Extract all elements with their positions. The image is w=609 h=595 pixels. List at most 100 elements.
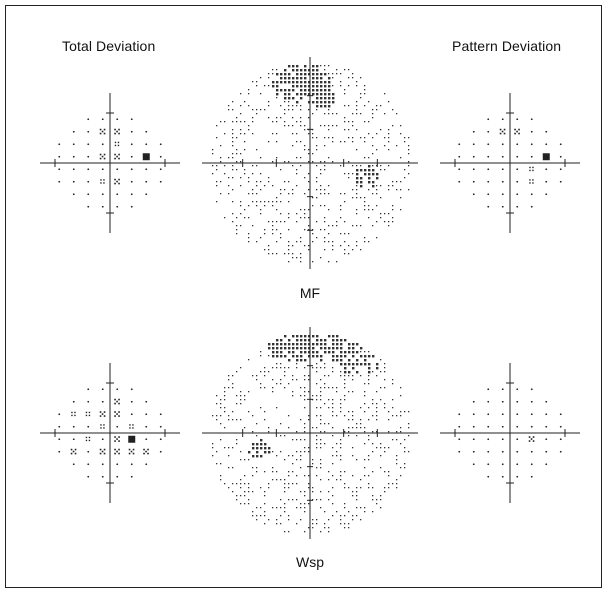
symbol-normal xyxy=(116,168,119,171)
symbol-normal xyxy=(530,450,533,453)
figure-frame xyxy=(5,5,602,588)
symbol-normal xyxy=(559,143,562,146)
symbol-normal xyxy=(116,463,119,466)
symbol-normal xyxy=(130,205,133,208)
symbol-normal xyxy=(87,450,90,453)
symbol-normal xyxy=(545,413,548,416)
symbol-normal xyxy=(116,425,119,428)
symbol-normal xyxy=(101,168,104,171)
symbol-normal xyxy=(87,118,90,121)
symbol-normal xyxy=(145,168,148,171)
pattern-deviation-wsp xyxy=(440,363,580,503)
symbol-normal xyxy=(516,413,519,416)
symbol-normal xyxy=(458,180,461,183)
caption-mf: MF xyxy=(299,285,321,301)
symbol-moderate xyxy=(85,436,91,442)
symbol-normal xyxy=(516,193,519,196)
symbol-normal xyxy=(72,130,75,133)
symbol-normal xyxy=(145,180,148,183)
symbol-normal xyxy=(87,168,90,171)
symbol-normal xyxy=(130,400,133,403)
symbol-normal xyxy=(145,463,148,466)
symbol-normal xyxy=(472,180,475,183)
symbol-normal xyxy=(130,463,133,466)
symbol-normal xyxy=(501,413,504,416)
symbol-normal xyxy=(101,118,104,121)
symbol-normal xyxy=(101,400,104,403)
symbol-normal xyxy=(487,438,490,441)
symbol-normal xyxy=(487,413,490,416)
symbol-normal xyxy=(458,168,461,171)
symbol-normal xyxy=(159,413,162,416)
total-deviation-wsp xyxy=(40,363,180,503)
symbol-normal xyxy=(72,193,75,196)
symbol-normal xyxy=(58,425,61,428)
symbol-normal xyxy=(487,425,490,428)
symbol-normal xyxy=(530,413,533,416)
symbol-normal xyxy=(145,413,148,416)
symbol-moderate xyxy=(85,411,91,417)
symbol-normal xyxy=(501,450,504,453)
symbol-normal xyxy=(472,413,475,416)
symbol-normal xyxy=(516,425,519,428)
symbol-normal xyxy=(530,475,533,478)
symbol-normal xyxy=(545,168,548,171)
symbol-normal xyxy=(516,143,519,146)
symbol-black xyxy=(142,153,150,161)
symbol-normal xyxy=(130,155,133,158)
symbol-strong xyxy=(114,436,120,442)
symbol-normal xyxy=(130,143,133,146)
symbol-moderate xyxy=(71,411,76,417)
symbol-normal xyxy=(501,143,504,146)
symbol-normal xyxy=(545,450,548,453)
symbol-normal xyxy=(559,438,562,441)
symbol-normal xyxy=(559,450,562,453)
symbol-normal xyxy=(159,450,162,453)
symbol-normal xyxy=(516,438,519,441)
pattern-deviation-label: Pattern Deviation xyxy=(452,38,562,54)
symbol-normal xyxy=(501,463,504,466)
symbol-normal xyxy=(501,193,504,196)
symbol-normal xyxy=(487,388,490,391)
symbol-normal xyxy=(559,155,562,158)
symbol-normal xyxy=(101,438,104,441)
symbol-normal xyxy=(516,463,519,466)
symbol-black xyxy=(128,435,136,443)
symbol-normal xyxy=(87,425,90,428)
symbol-normal xyxy=(72,155,75,158)
symbol-normal xyxy=(101,193,104,196)
symbol-normal xyxy=(530,388,533,391)
symbol-normal xyxy=(145,425,148,428)
symbol-normal xyxy=(472,155,475,158)
symbol-normal xyxy=(530,463,533,466)
symbol-normal xyxy=(116,205,119,208)
symbol-strong xyxy=(143,448,149,455)
symbol-normal xyxy=(72,400,75,403)
symbol-normal xyxy=(145,130,148,133)
symbol-normal xyxy=(458,425,461,428)
symbol-normal xyxy=(159,425,162,428)
symbol-normal xyxy=(58,413,61,416)
symbol-normal xyxy=(72,180,75,183)
symbol-normal xyxy=(87,205,90,208)
symbol-normal xyxy=(501,155,504,158)
symbol-normal xyxy=(130,413,133,416)
symbol-normal xyxy=(458,438,461,441)
symbol-normal xyxy=(87,463,90,466)
symbol-normal xyxy=(87,193,90,196)
pattern-deviation-mf xyxy=(440,93,580,233)
symbol-normal xyxy=(487,475,490,478)
symbol-normal xyxy=(487,143,490,146)
symbol-normal xyxy=(72,463,75,466)
symbol-moderate xyxy=(100,179,105,184)
symbol-normal xyxy=(530,400,533,403)
symbol-normal xyxy=(545,143,548,146)
symbol-normal xyxy=(516,155,519,158)
total-deviation-mf xyxy=(40,93,180,233)
symbol-strong xyxy=(114,411,120,417)
symbol-normal xyxy=(58,180,61,183)
symbol-normal xyxy=(487,118,490,121)
symbol-normal xyxy=(501,425,504,428)
symbol-normal xyxy=(487,180,490,183)
